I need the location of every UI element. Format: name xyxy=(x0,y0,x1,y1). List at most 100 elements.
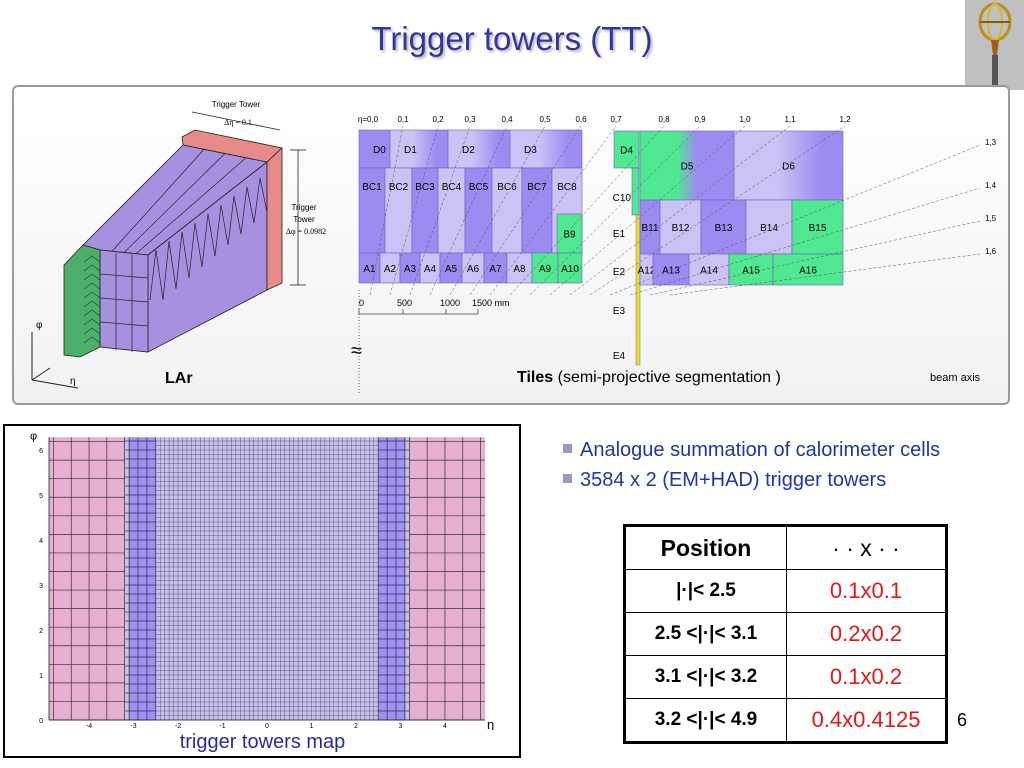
tile-A6-label: A6 xyxy=(467,264,480,275)
lar-front-face xyxy=(99,249,149,353)
gap-scintillator xyxy=(635,214,641,366)
map-x-tick: -3 xyxy=(130,723,136,730)
map-region xyxy=(378,437,405,720)
map-y-axis-label: φ xyxy=(30,430,37,442)
map-region xyxy=(124,437,130,720)
eta-tick-label: 1,0 xyxy=(739,115,751,124)
tile-B11-label: B11 xyxy=(641,223,658,234)
tile-A8-cell xyxy=(506,252,533,284)
tile-C10-cell xyxy=(631,167,640,216)
tile-A9-label: A9 xyxy=(539,264,552,275)
tile-label: BC4 xyxy=(442,182,462,193)
tile-A15-label: A15 xyxy=(742,266,760,277)
table-row: |·|< 2.5 0.1x0.1 xyxy=(624,569,947,613)
map-y-tick: 3 xyxy=(39,583,43,590)
map-region xyxy=(409,437,485,720)
lar-presampler xyxy=(63,244,101,358)
tile-label: BC3 xyxy=(415,182,435,193)
eta-tower-value: Δη = 0.1 xyxy=(224,118,252,127)
map-y-tick: 6 xyxy=(39,448,43,455)
tile-label: D3 xyxy=(524,145,537,156)
map-region xyxy=(404,437,410,720)
map-y-tick: 5 xyxy=(39,493,43,500)
eta-tick-label: η=0,0 xyxy=(358,115,379,124)
tile-A1-label: A1 xyxy=(363,264,376,275)
approx-symbol: ≈ xyxy=(351,340,362,362)
tile-D4-label: D4 xyxy=(620,146,633,157)
eta-tick-label: 1,2 xyxy=(839,115,851,124)
header-granularity: · · x · · xyxy=(786,525,947,570)
tile-A5-label: A5 xyxy=(445,264,458,275)
accordion-zigzag xyxy=(149,177,268,301)
tile-E3-label: E3 xyxy=(613,306,626,317)
eta-tick-label: 0,4 xyxy=(501,115,513,124)
tile-BC1-cell xyxy=(358,167,386,254)
tiles-caption: Tiles (semi-projective segmentation ) xyxy=(517,369,781,386)
table-row: 3.1 <|·|< 3.2 0.1x0.2 xyxy=(624,655,947,699)
eta-tick-label: 0,6 xyxy=(575,115,587,124)
tile-label: BC7 xyxy=(527,182,547,193)
eta-tick-label: 0,5 xyxy=(539,115,551,124)
scale-label: 1000 xyxy=(440,298,460,308)
map-x-tick: -4 xyxy=(86,723,92,730)
position-cell: |·|< 2.5 xyxy=(624,569,787,613)
tile-label: D1 xyxy=(404,145,417,156)
bullet-text: Analogue summation of calorimeter cells xyxy=(580,439,941,461)
tile-B13-label: B13 xyxy=(715,223,733,234)
eta-tick-label: 1,4 xyxy=(985,181,997,190)
tile-B14-label: B14 xyxy=(760,223,778,234)
table-header-row: Position · · x · · xyxy=(624,525,947,570)
granularity-cell: 0.1x0.1 xyxy=(786,569,947,613)
calorimeter-diagrams: Trigger Tower Δη = 0.1 Trigger Tower Δφ … xyxy=(31,100,997,395)
atlas-detector-logo-icon xyxy=(978,2,1012,85)
tile-BC2-cell xyxy=(384,167,413,254)
lar-module-drawing: Trigger Tower Δη = 0.1 Trigger Tower Δφ … xyxy=(31,100,326,389)
tile-label: BC5 xyxy=(469,182,489,193)
tile-B12-label: B12 xyxy=(672,223,690,234)
tile-D4-cell xyxy=(613,130,640,169)
map-x-tick: 3 xyxy=(399,723,403,730)
map-x-tick: -2 xyxy=(175,723,181,730)
tile-B13-cell xyxy=(700,199,747,255)
bullet-item: Analogue summation of calorimeter cells xyxy=(563,439,940,462)
tile-A2-label: A2 xyxy=(384,264,397,275)
tile-A12-label: A12 xyxy=(638,266,656,277)
map-x-axis-label: η xyxy=(487,717,494,730)
tile-BC7-cell xyxy=(521,167,553,254)
tile-A7-label: A7 xyxy=(489,264,502,275)
tile-B9-label: B9 xyxy=(563,230,576,241)
eta-tick-label: 0,1 xyxy=(397,115,409,124)
eta-tick-label: 1,5 xyxy=(985,214,997,223)
tile-D2-cell xyxy=(447,129,511,169)
position-cell: 3.2 <|·|< 4.9 xyxy=(624,698,787,743)
beam-axis-label: beam axis xyxy=(930,372,981,384)
tile-label: D0 xyxy=(373,145,386,156)
tiles-caption-rest: (semi-projective segmentation ) xyxy=(553,369,781,386)
tile-B15-label: B15 xyxy=(809,223,827,234)
granularity-cell: 0.2x0.2 xyxy=(786,612,947,656)
tile-label: BC2 xyxy=(389,182,409,193)
tile-D1-cell xyxy=(389,129,449,169)
tile-D6-label: D6 xyxy=(782,162,795,173)
map-x-tick: -1 xyxy=(219,723,225,730)
tile-A13-cell xyxy=(652,253,690,286)
map-x-tick: 1 xyxy=(310,723,314,730)
tile-BC5-cell xyxy=(464,167,493,254)
bullet-square-icon xyxy=(563,444,572,454)
map-caption: trigger towers map xyxy=(179,731,346,753)
tile-C10-label: C10 xyxy=(613,193,632,204)
tile-A4-label: A4 xyxy=(424,264,437,275)
tile-E2-label: E2 xyxy=(613,267,626,278)
tile-A9-cell xyxy=(531,252,559,284)
eta-tick-label: 0,3 xyxy=(464,115,476,124)
eta-tick-label: 1,3 xyxy=(985,138,997,147)
tile-D3-cell xyxy=(509,129,583,169)
eta-tick-label: 1,6 xyxy=(985,247,997,256)
tile-E4-label: E4 xyxy=(613,351,626,362)
tile-A8-label: A8 xyxy=(513,264,526,275)
scale-label: 500 xyxy=(397,298,412,308)
map-region xyxy=(49,437,125,720)
map-y-tick: 4 xyxy=(39,538,43,545)
eta-tower-label: Trigger Tower xyxy=(212,100,261,109)
eta-tick-label: 0,7 xyxy=(610,115,622,124)
